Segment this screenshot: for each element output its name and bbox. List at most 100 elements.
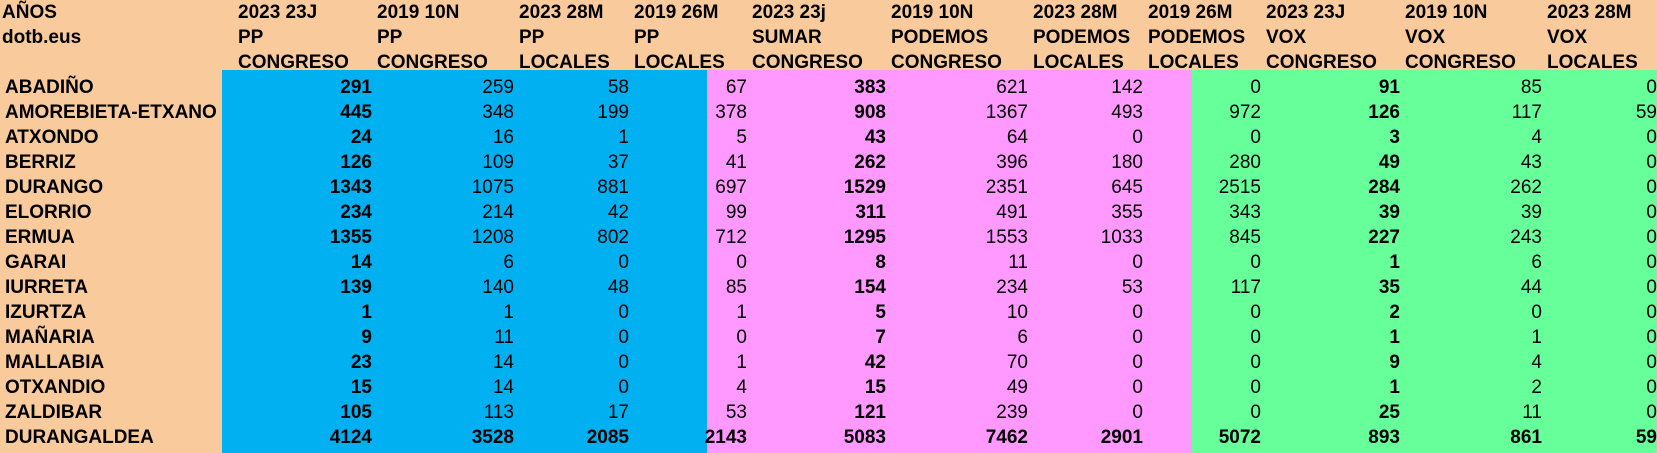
vote-cell: 154 [854,277,886,298]
municipality-name: ELORRIO [5,202,92,223]
vote-cell: 109 [482,152,514,173]
vote-cell: 0 [1250,327,1261,348]
vote-cell: 343 [1229,202,1261,223]
header-cell: 2023 28M PP LOCALES [517,0,632,75]
vote-cell: 126 [340,152,372,173]
header-year: 2019 26M [1148,2,1233,23]
vote-cell: 0 [1646,252,1657,273]
vote-cell: 284 [1368,177,1400,198]
vote-cell: 59 [1635,102,1657,123]
vote-cell: 49 [1006,377,1028,398]
vote-cell: 5072 [1218,427,1261,448]
header-type: CONGRESO [891,52,1002,73]
vote-cell: 2351 [985,177,1028,198]
vote-cell: 0 [1132,252,1143,273]
vote-cell: 2143 [704,427,747,448]
total-row: DURANGALDEA 4124 3528 2085 2143 5083 7462 2901 5… [0,425,1657,450]
vote-cell: 2901 [1100,427,1143,448]
vote-cell: 262 [854,152,886,173]
header-cell: 2023 23J VOX CONGRESO [1264,0,1403,75]
header-type: LOCALES [1547,52,1638,73]
vote-cell: 1 [736,302,747,323]
vote-cell: 493 [1111,102,1143,123]
vote-cell: 8 [875,252,886,273]
table-row: DURANGO 1343 1075 881 697 1529 2351 645 2515 284 2… [0,175,1657,200]
header-year: 2023 23J [1266,2,1346,23]
vote-cell: 0 [736,327,747,348]
vote-cell: 291 [340,77,372,98]
header-cell: 2019 10N PP CONGRESO [375,0,517,75]
vote-cell: 1033 [1100,227,1143,248]
header-type: CONGRESO [1266,52,1377,73]
header-cell: 2023 23j SUMAR CONGRESO [750,0,889,75]
vote-cell: 17 [607,402,629,423]
municipality-name: IZURTZA [5,302,87,323]
vote-cell: 117 [1230,277,1261,298]
years-label: AÑOS [2,2,57,23]
vote-cell: 378 [715,102,747,123]
vote-cell: 243 [1510,227,1542,248]
vote-cell: 280 [1229,152,1261,173]
table-row: BERRIZ 126 109 37 41 262 396 180 280 49 43 0 [0,150,1657,175]
vote-cell: 15 [864,377,886,398]
vote-cell: 140 [482,277,514,298]
vote-cell: 1553 [985,227,1028,248]
vote-cell: 4 [736,377,747,398]
vote-cell: 1208 [471,227,514,248]
vote-cell: 24 [350,127,372,148]
source-label: dotb.eus [2,27,82,48]
header-year: 2019 26M [634,2,719,23]
municipality-name: DURANGALDEA [5,427,154,448]
header-type: LOCALES [634,52,725,73]
vote-cell: 0 [736,252,747,273]
vox-band [1192,70,1657,453]
sumar-podemos-band [707,70,1192,453]
vote-cell: 2 [1389,302,1400,323]
vote-cell: 0 [1646,302,1657,323]
header-type: LOCALES [1033,52,1124,73]
vote-cell: 9 [1389,352,1400,373]
vote-cell: 262 [1510,177,1542,198]
vote-cell: 881 [597,177,629,198]
table-row: ZALDIBAR 105 113 17 53 121 239 0 0 25 11 0 [0,400,1657,425]
vote-cell: 199 [597,102,629,123]
vote-cell: 0 [618,302,629,323]
vote-cell: 117 [1511,102,1542,123]
vote-cell: 0 [1250,377,1261,398]
vote-cell: 697 [715,177,747,198]
header-cell: 2019 26M PP LOCALES [632,0,750,75]
header-cell: 2019 10N VOX CONGRESO [1403,0,1545,75]
table-row: ERMUA 1355 1208 802 712 1295 1553 1033 845 227 243… [0,225,1657,250]
vote-cell: 64 [1006,127,1028,148]
header-party: PP [634,27,660,48]
vote-cell: 0 [1250,77,1261,98]
table-row: ELORRIO 234 214 42 99 311 491 355 343 39 39 0 [0,200,1657,225]
header-cell: 2023 28M VOX LOCALES [1545,0,1657,75]
vote-cell: 234 [340,202,372,223]
header-party: PP [519,27,545,48]
vote-cell: 3 [1389,127,1400,148]
vote-cell: 126 [1368,102,1400,123]
pp-band [222,70,707,453]
vote-cell: 396 [996,152,1028,173]
header-type: LOCALES [519,52,610,73]
vote-cell: 1 [1389,377,1400,398]
vote-cell: 893 [1368,427,1400,448]
vote-cell: 2 [1531,377,1542,398]
vote-cell: 25 [1378,402,1400,423]
vote-cell: 1355 [329,227,372,248]
vote-cell: 383 [854,77,886,98]
vote-cell: 180 [1111,152,1143,173]
vote-cell: 2085 [586,427,629,448]
vote-cell: 7 [875,327,886,348]
municipality-name: MALLABIA [5,352,105,373]
municipality-name: GARAI [5,252,67,273]
vote-cell: 621 [996,77,1028,98]
table-row: IURRETA 139 140 48 85 154 234 53 117 35 44 0 [0,275,1657,300]
vote-cell: 5 [875,302,886,323]
vote-cell: 645 [1111,177,1143,198]
vote-cell: 35 [1378,277,1400,298]
vote-cell: 5 [736,127,747,148]
vote-cell: 1075 [471,177,514,198]
header-type: CONGRESO [752,52,863,73]
